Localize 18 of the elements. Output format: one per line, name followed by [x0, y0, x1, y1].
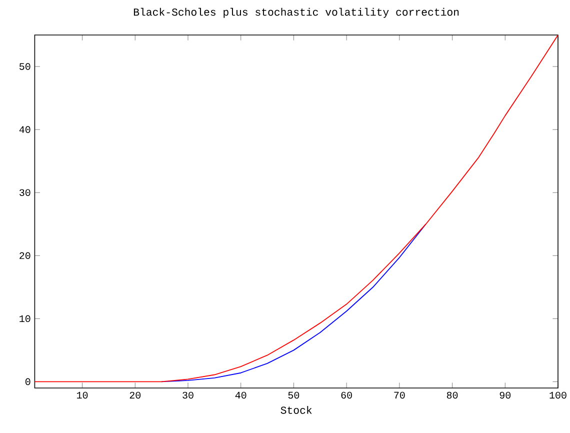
x-tick-label: 10 [77, 392, 88, 399]
x-tick-label: 20 [130, 392, 141, 399]
x-tick-label: 70 [394, 392, 405, 399]
y-tick-label: 30 [20, 189, 30, 196]
chart-title: Black-Scholes plus stochastic volatility correction [134, 8, 459, 18]
x-tick-label: 30 [182, 392, 194, 399]
x-tick-label: 60 [341, 392, 352, 399]
x-tick-label: 90 [500, 392, 511, 399]
x-tick-label: 100 [550, 392, 566, 399]
x-tick-label: 50 [288, 392, 300, 399]
y-tick-label: 20 [20, 252, 30, 260]
x-tick-label: 80 [446, 392, 458, 399]
y-tick-label: 50 [20, 63, 30, 70]
y-tick-label: 40 [19, 126, 30, 133]
x-tick-label: 40 [235, 392, 246, 399]
y-tick-label: 10 [20, 315, 30, 322]
y-tick-label: 0 [25, 378, 30, 386]
x-axis-title: Stock [280, 406, 312, 414]
